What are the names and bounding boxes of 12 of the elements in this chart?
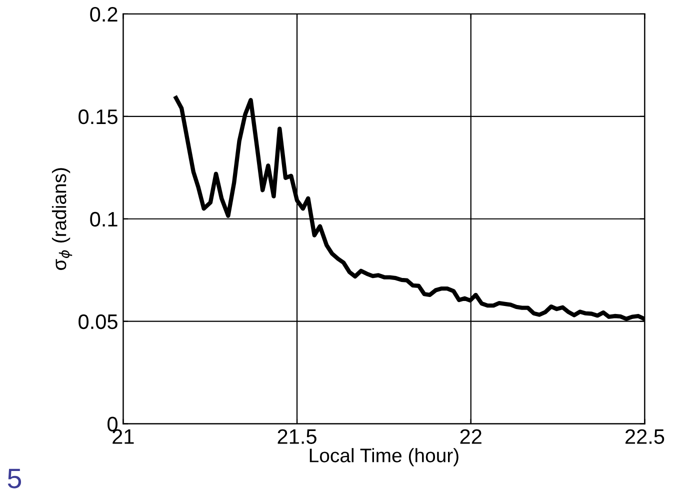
text: 5 — [8, 468, 22, 488]
x-tick-label: 22 — [460, 429, 482, 444]
x-tick-label: 21 — [112, 429, 134, 444]
y-tick-label: 0.15 — [78, 109, 118, 124]
y-axis-title: σ$_{ϕ}$ (radians) — [52, 168, 72, 270]
y-tick-label: 0.2 — [90, 6, 118, 22]
y-tick-label: 0.05 — [78, 314, 118, 330]
x-axis-title: Local Time (hour) — [310, 448, 458, 466]
x-tick-label: 21.5 — [278, 429, 316, 444]
x-tick-label: 22.5 — [626, 429, 664, 444]
y-tick-label: 0.1 — [90, 212, 118, 227]
y-tick-label: 0 — [108, 416, 118, 432]
